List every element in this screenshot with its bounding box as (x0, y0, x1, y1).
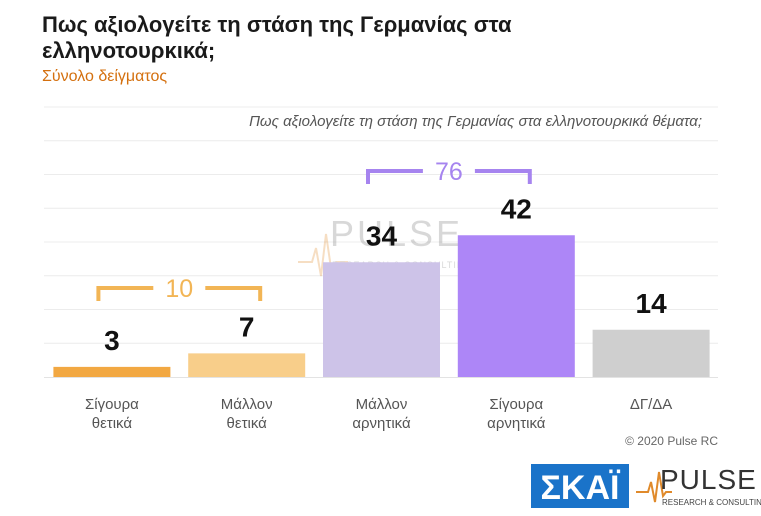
pulse-logo-wave-icon (636, 471, 672, 503)
skai-logo: ΣΚΑΪ (531, 464, 629, 508)
category-label-line: θετικά (92, 415, 133, 432)
category-label-line: Μάλλον (356, 396, 408, 413)
value-label: 34 (366, 220, 398, 251)
page-title: Πως αξιολογείτε τη στάση της Γερμανίας σ… (42, 12, 512, 63)
category-label-line: Μάλλον (221, 396, 273, 413)
pulse-logo-tagline: RESEARCH & CONSULTING (662, 498, 761, 507)
group-bracket (366, 169, 532, 184)
value-label: 14 (636, 288, 668, 319)
page-subtitle: Σύνολο δείγματος (42, 68, 168, 85)
category-label-line: Σίγουρα (489, 396, 543, 413)
value-label: 7 (239, 311, 255, 342)
group-total-label: 76 (435, 158, 463, 186)
category-label-line: αρνητικά (487, 415, 546, 432)
category-label-line: ΔΓ/ΔΑ (630, 396, 672, 413)
bar (592, 329, 710, 377)
group-total-label: 10 (165, 275, 193, 303)
category-label-line: Σίγουρα (85, 396, 139, 413)
skai-logo-text: ΣΚΑΪ (541, 469, 622, 507)
category-label-line: αρνητικά (352, 415, 411, 432)
group-brackets: 10 76 (96, 158, 532, 303)
category-label: Σίγουρα αρνητικά (487, 396, 546, 432)
chart-title: Πως αξιολογείτε τη στάση της Γερμανίας σ… (249, 113, 702, 130)
watermark-brand: PULSE (330, 213, 463, 254)
pulse-logo: PULSE RESEARCH & CONSULTING (636, 464, 761, 507)
value-label: 42 (501, 193, 532, 224)
category-label-line: θετικά (227, 415, 268, 432)
bars (44, 235, 718, 378)
category-label: Μάλλον αρνητικά (352, 396, 411, 432)
bar (457, 235, 575, 377)
bar (323, 262, 440, 377)
pulse-logo-text: PULSE (660, 464, 757, 495)
value-labels: 3 7 34 42 14 (104, 193, 667, 356)
copyright-text: © 2020 Pulse RC (625, 434, 718, 448)
category-label: Μάλλον θετικά (221, 396, 273, 432)
bar (188, 353, 306, 377)
value-label: 3 (104, 325, 120, 356)
bar (53, 366, 171, 377)
group-bracket (96, 286, 263, 301)
category-label: ΔΓ/ΔΑ (630, 396, 672, 413)
category-label: Σίγουρα θετικά (85, 396, 139, 432)
